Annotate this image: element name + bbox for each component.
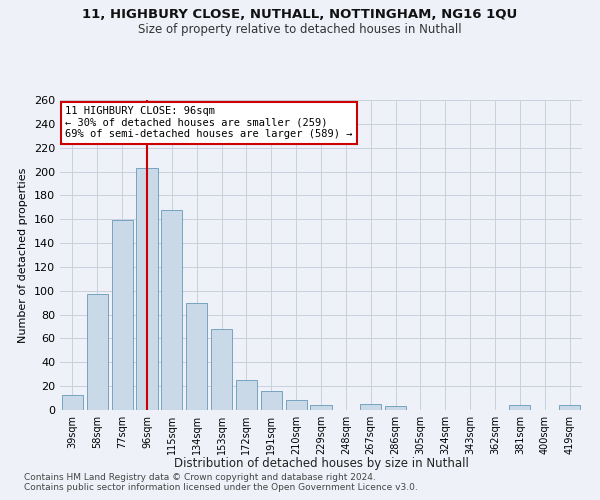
- Text: Distribution of detached houses by size in Nuthall: Distribution of detached houses by size …: [173, 458, 469, 470]
- Bar: [62, 394, 83, 410]
- Text: Size of property relative to detached houses in Nuthall: Size of property relative to detached ho…: [138, 22, 462, 36]
- Text: 11, HIGHBURY CLOSE, NUTHALL, NOTTINGHAM, NG16 1QU: 11, HIGHBURY CLOSE, NUTHALL, NOTTINGHAM,…: [82, 8, 518, 20]
- Text: Contains public sector information licensed under the Open Government Licence v3: Contains public sector information licen…: [24, 484, 418, 492]
- Bar: [310, 405, 332, 410]
- Bar: [360, 404, 381, 410]
- Bar: [211, 329, 232, 410]
- Bar: [236, 380, 257, 410]
- Bar: [286, 400, 307, 410]
- Y-axis label: Number of detached properties: Number of detached properties: [19, 168, 28, 342]
- Bar: [559, 405, 580, 410]
- Bar: [87, 294, 108, 410]
- Bar: [136, 168, 158, 410]
- Bar: [385, 406, 406, 410]
- Bar: [261, 391, 282, 410]
- Text: Contains HM Land Registry data © Crown copyright and database right 2024.: Contains HM Land Registry data © Crown c…: [24, 474, 376, 482]
- Text: 11 HIGHBURY CLOSE: 96sqm
← 30% of detached houses are smaller (259)
69% of semi-: 11 HIGHBURY CLOSE: 96sqm ← 30% of detach…: [65, 106, 353, 140]
- Bar: [509, 405, 530, 410]
- Bar: [161, 210, 182, 410]
- Bar: [186, 302, 207, 410]
- Bar: [112, 220, 133, 410]
